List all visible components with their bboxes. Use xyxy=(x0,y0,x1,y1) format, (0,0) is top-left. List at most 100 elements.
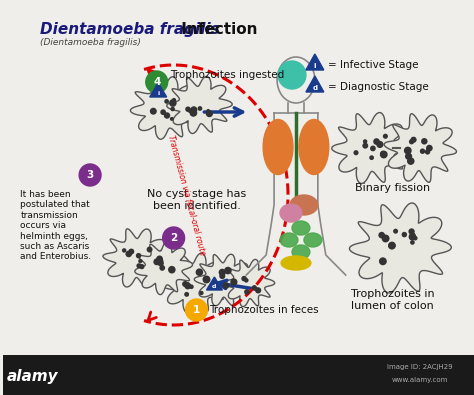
Text: Dientamoeba fragilis: Dientamoeba fragilis xyxy=(40,22,220,37)
Text: alamy: alamy xyxy=(7,369,58,384)
Circle shape xyxy=(383,134,388,139)
Circle shape xyxy=(190,106,197,113)
Circle shape xyxy=(244,289,250,295)
Circle shape xyxy=(202,275,210,284)
Circle shape xyxy=(190,109,197,117)
Circle shape xyxy=(146,71,168,93)
Text: 1: 1 xyxy=(193,305,200,315)
Polygon shape xyxy=(150,83,167,97)
Text: 4: 4 xyxy=(153,77,160,87)
Text: Trophozoites in
lumen of colon: Trophozoites in lumen of colon xyxy=(351,289,434,311)
Circle shape xyxy=(224,267,232,275)
Text: Infection: Infection xyxy=(176,22,257,37)
Polygon shape xyxy=(130,77,203,139)
Circle shape xyxy=(401,232,407,237)
Circle shape xyxy=(128,248,134,255)
Circle shape xyxy=(198,106,202,111)
Circle shape xyxy=(370,145,376,151)
Text: i: i xyxy=(314,63,316,69)
Circle shape xyxy=(164,112,170,119)
Text: No cyst stage has
been identified.: No cyst stage has been identified. xyxy=(147,189,246,211)
Polygon shape xyxy=(161,253,228,313)
Circle shape xyxy=(244,278,248,283)
Text: Trophozoites in feces: Trophozoites in feces xyxy=(210,305,319,315)
Text: 3: 3 xyxy=(86,170,94,180)
Circle shape xyxy=(137,263,142,268)
Ellipse shape xyxy=(263,120,293,175)
Ellipse shape xyxy=(290,195,318,215)
Circle shape xyxy=(79,164,101,186)
Circle shape xyxy=(363,139,367,144)
Circle shape xyxy=(122,248,127,253)
Polygon shape xyxy=(224,260,275,307)
Text: d: d xyxy=(312,85,318,91)
Ellipse shape xyxy=(281,256,311,270)
Circle shape xyxy=(172,98,176,102)
Circle shape xyxy=(163,227,184,249)
Circle shape xyxy=(362,143,368,149)
Circle shape xyxy=(159,265,165,271)
Text: d: d xyxy=(212,284,217,288)
Circle shape xyxy=(219,269,226,276)
Circle shape xyxy=(182,281,188,287)
Ellipse shape xyxy=(292,245,310,259)
Ellipse shape xyxy=(299,120,329,175)
Circle shape xyxy=(409,139,414,145)
Ellipse shape xyxy=(292,221,310,235)
Circle shape xyxy=(409,228,415,235)
Circle shape xyxy=(185,282,191,288)
Circle shape xyxy=(393,229,398,234)
Circle shape xyxy=(410,240,415,245)
Ellipse shape xyxy=(278,61,306,89)
Circle shape xyxy=(126,250,132,257)
Text: = Infective Stage: = Infective Stage xyxy=(328,60,418,70)
Circle shape xyxy=(211,283,216,288)
Circle shape xyxy=(146,246,153,252)
Polygon shape xyxy=(167,77,232,134)
Text: Transmission via fecal-oral route: Transmission via fecal-oral route xyxy=(166,134,207,256)
Circle shape xyxy=(219,273,225,279)
Circle shape xyxy=(136,253,141,258)
Circle shape xyxy=(206,110,213,117)
Circle shape xyxy=(138,259,143,263)
Text: i: i xyxy=(157,90,159,96)
Circle shape xyxy=(379,257,387,265)
Polygon shape xyxy=(207,277,222,290)
Text: Trophozoites ingested: Trophozoites ingested xyxy=(170,70,284,80)
Circle shape xyxy=(139,264,145,269)
Circle shape xyxy=(404,147,412,154)
Circle shape xyxy=(160,109,166,115)
Circle shape xyxy=(410,233,416,239)
Text: (Dientamoeba fragilis): (Dientamoeba fragilis) xyxy=(40,38,141,47)
Circle shape xyxy=(382,235,390,243)
Text: Binary fission: Binary fission xyxy=(355,183,430,193)
Circle shape xyxy=(378,232,385,239)
Circle shape xyxy=(185,107,191,112)
Circle shape xyxy=(185,299,208,321)
Circle shape xyxy=(410,137,417,143)
Circle shape xyxy=(426,145,433,151)
Circle shape xyxy=(188,108,192,113)
Circle shape xyxy=(380,151,385,156)
Circle shape xyxy=(156,256,163,262)
Text: Image ID: 2ACjH29: Image ID: 2ACjH29 xyxy=(387,364,453,370)
Circle shape xyxy=(373,138,380,145)
Circle shape xyxy=(420,149,425,154)
Circle shape xyxy=(425,149,430,154)
Circle shape xyxy=(169,99,177,107)
Polygon shape xyxy=(306,76,324,92)
Circle shape xyxy=(196,269,203,276)
Circle shape xyxy=(157,260,164,267)
Circle shape xyxy=(369,155,374,160)
Polygon shape xyxy=(103,229,171,287)
Circle shape xyxy=(241,276,247,281)
Polygon shape xyxy=(306,54,324,70)
Circle shape xyxy=(230,278,237,286)
Polygon shape xyxy=(194,254,253,306)
Bar xyxy=(2,355,474,395)
Polygon shape xyxy=(135,241,192,295)
Ellipse shape xyxy=(280,233,298,247)
Circle shape xyxy=(170,117,174,121)
Text: = Diagnostic Stage: = Diagnostic Stage xyxy=(328,82,428,92)
Circle shape xyxy=(407,157,415,165)
